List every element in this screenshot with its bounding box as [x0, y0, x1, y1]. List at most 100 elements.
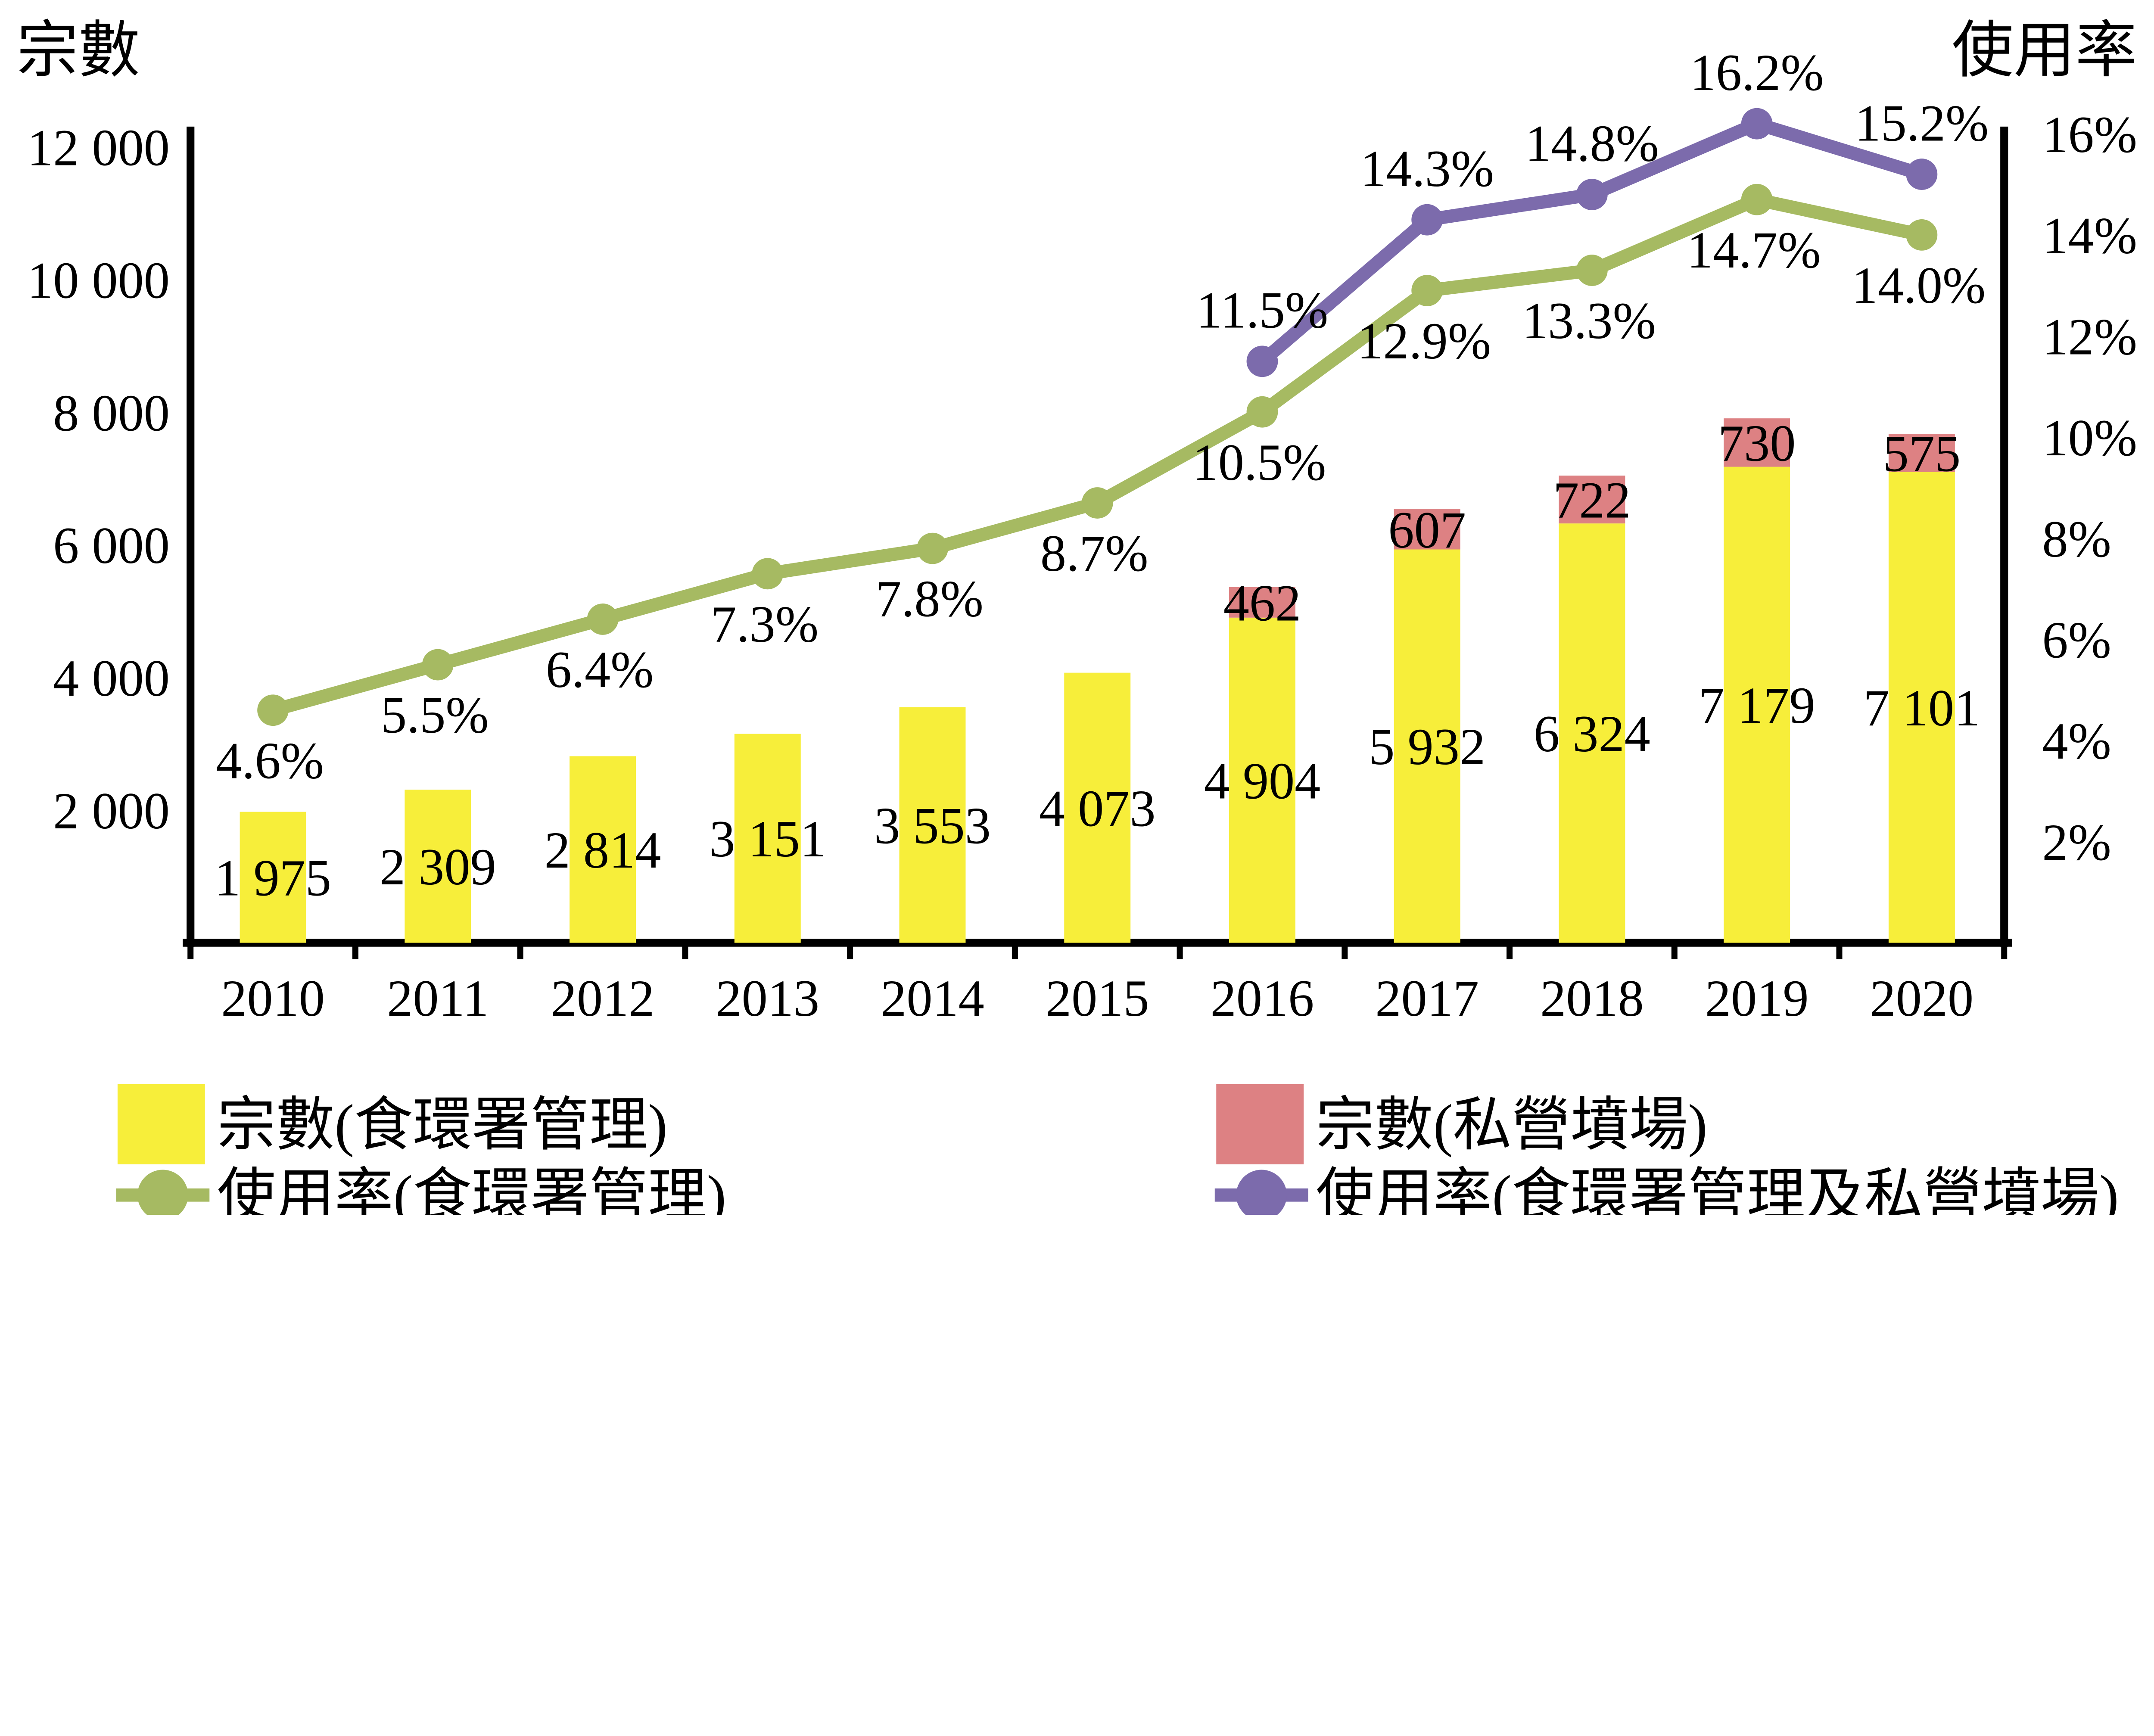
y-axis-left-line: [187, 126, 195, 947]
x-axis-tick: [1671, 943, 1678, 959]
bar-fehd-2012: [570, 756, 636, 943]
bar-private-label-2017: 607: [1388, 502, 1466, 559]
y-axis-left-tick-label: 10 000: [27, 252, 170, 309]
legend-line-marker: [137, 1170, 188, 1215]
bar-fehd-label-2020: 7 101: [1864, 680, 1980, 737]
legend-item: 使用率(食環署管理): [116, 1163, 726, 1215]
bar-private-2018: [1559, 476, 1625, 524]
data-labels: 1 975 2 309 2 814 3 151 3 553 4 073 462 4 904 60…: [215, 44, 1989, 907]
x-axis-category-label: 2011: [387, 970, 489, 1027]
bar-fehd-label-2010: 1 975: [215, 850, 331, 907]
y-axis-right-tick-label: 12%: [2042, 308, 2137, 366]
bar-private-2020: [1888, 434, 1955, 472]
line-label-2019: 14.7%: [1687, 222, 1821, 279]
legend-item: 宗數(私營墳場): [1216, 1084, 1708, 1164]
y-axis-left-tick-label: 4 000: [53, 650, 170, 707]
line-marker-2010: [257, 694, 289, 726]
x-axis-tick: [1836, 943, 1843, 959]
legend-item: 宗數(食環署管理): [117, 1084, 668, 1164]
line-marker-2014: [917, 532, 948, 564]
line-label-2019: 16.2%: [1690, 44, 1824, 102]
line-marker-2018: [1576, 255, 1608, 286]
bar-fehd-2019: [1724, 467, 1790, 943]
lines: [257, 108, 1938, 726]
bar-private-2016: [1229, 587, 1295, 618]
y-axis-right-tick-label: 10%: [2042, 410, 2137, 467]
line-label-2012: 6.4%: [546, 641, 654, 699]
y-axis-right-tick-label: 16%: [2042, 106, 2137, 164]
x-axis-tick: [1012, 943, 1018, 959]
bar-fehd-label-2013: 3 151: [709, 811, 826, 868]
x-axis-tick: [1177, 943, 1183, 959]
line-marker-2019: [1741, 108, 1773, 140]
y-axis-right-line: [2000, 126, 2008, 947]
bar-fehd-label-2018: 6 324: [1534, 706, 1650, 763]
line-marker-2013: [752, 558, 784, 590]
bar-private-label-2018: 722: [1553, 472, 1631, 529]
bar-fehd-label-2014: 3 553: [874, 797, 991, 855]
bar-private-2019: [1724, 418, 1790, 467]
line-fehd: [271, 193, 1924, 717]
line-label-2014: 7.8%: [875, 571, 984, 628]
line-marker-2017: [1411, 275, 1443, 306]
bars: [240, 418, 1955, 943]
line-label-2017: 14.3%: [1360, 140, 1494, 198]
line-marker-2016: [1246, 396, 1278, 428]
bar-fehd-2011: [405, 790, 471, 943]
x-axis-category-label: 2019: [1705, 970, 1809, 1027]
x-axis-category-label: 2020: [1870, 970, 1974, 1027]
line-marker-2019: [1741, 184, 1773, 215]
line-label-2018: 14.8%: [1525, 115, 1659, 172]
legend-square-swatch: [1216, 1084, 1304, 1164]
x-axis-tick: [847, 943, 853, 959]
x-axis-category-label: 2015: [1046, 970, 1149, 1027]
legend-label: 使用率(食環署管理及私營墳場): [1316, 1163, 2119, 1215]
y-axis-right-tick-label: 14%: [2042, 208, 2137, 265]
left-axis-title: 宗數: [16, 17, 140, 85]
bar-fehd-2016: [1229, 617, 1295, 943]
bar-fehd-2014: [899, 707, 966, 943]
x-axis-category-label: 2013: [716, 970, 819, 1027]
bar-private-2017: [1394, 509, 1460, 550]
x-axis-tick: [1342, 943, 1348, 959]
bar-fehd-2018: [1559, 523, 1625, 943]
y-axis-right-tick-label: 4%: [2042, 713, 2111, 770]
legend-square-swatch: [117, 1084, 205, 1164]
line-marker-2018: [1576, 179, 1608, 210]
line-label-2016: 10.5%: [1192, 434, 1326, 492]
bar-private-label-2019: 730: [1718, 415, 1796, 472]
legend-label: 使用率(食環署管理): [217, 1163, 726, 1215]
line-marker-2011: [422, 649, 454, 681]
bar-fehd-label-2015: 4 073: [1039, 780, 1156, 837]
x-axis-tick: [517, 943, 523, 959]
line-label-2020: 14.0%: [1852, 257, 1986, 314]
line-label-2015: 8.7%: [1040, 525, 1149, 582]
line-label-2016: 11.5%: [1196, 282, 1328, 339]
y-axis-right-tick-label: 2%: [2042, 814, 2111, 871]
bar-fehd-label-2017: 5 932: [1369, 719, 1485, 776]
bar-fehd-label-2016: 4 904: [1204, 753, 1321, 810]
bar-fehd-label-2012: 2 814: [545, 822, 661, 879]
bar-fehd-2013: [734, 734, 801, 943]
line-label-2017: 12.9%: [1357, 313, 1491, 370]
y-axis-left-tick-label: 2 000: [53, 783, 170, 840]
y-axis-right-tick-label: 8%: [2042, 511, 2111, 568]
bar-fehd-2017: [1394, 549, 1460, 943]
x-axis-tick: [682, 943, 688, 959]
line-marker-2012: [587, 604, 619, 635]
line-marker-2015: [1081, 487, 1113, 519]
bar-fehd-label-2019: 7 179: [1699, 677, 1815, 734]
x-axis-category-label: 2016: [1211, 970, 1314, 1027]
bar-fehd-2020: [1888, 472, 1955, 943]
y-axis-right-tick-label: 6%: [2042, 612, 2111, 669]
legend: 宗數(食環署管理) 宗數(私營墳場) 使用率(食環署管理) 使用率(食環署管理及私營墳…: [116, 1084, 2119, 1215]
x-axis-tick: [2001, 943, 2008, 959]
x-axis-tick: [352, 943, 358, 959]
x-axis-line: [183, 939, 2012, 947]
line-label-2020: 15.2%: [1855, 95, 1989, 152]
x-axis-category-label: 2014: [881, 970, 984, 1027]
axes: 2 000 4 000 6 000 8 000 10 000 12 000 2% 4% 6% 8%…: [27, 106, 2137, 1027]
line-marker-2016: [1246, 345, 1278, 377]
legend-label: 宗數(私營墳場): [1316, 1092, 1707, 1158]
